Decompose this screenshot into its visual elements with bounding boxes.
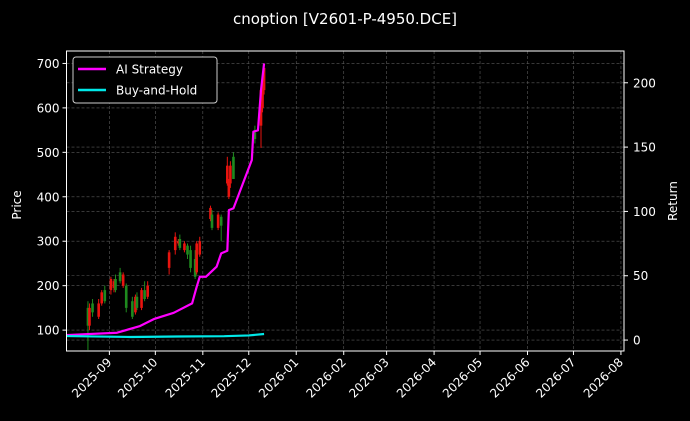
candle-body <box>114 279 117 291</box>
y-tick-label-left: 200 <box>37 279 60 293</box>
candle-body <box>198 241 202 255</box>
candle-body <box>262 67 266 91</box>
candle-body <box>97 303 100 317</box>
candle-body <box>216 214 220 228</box>
candle-body <box>186 245 189 255</box>
plot-frame <box>66 50 625 352</box>
candle-body <box>177 241 180 244</box>
series-lines <box>66 63 266 339</box>
y-tick-label-right: 100 <box>633 205 656 219</box>
candle-body <box>103 290 107 302</box>
candles <box>86 63 266 351</box>
candle-body <box>173 236 177 251</box>
candle-body <box>226 165 229 184</box>
candle-body <box>189 250 192 268</box>
candle-body <box>124 285 128 308</box>
candle-body <box>259 90 263 126</box>
legend: AI Strategy Buy-and-Hold <box>72 56 218 104</box>
y-axis-left: 100 200 300 400 500 600 700 <box>37 57 67 338</box>
candle-body <box>100 292 104 304</box>
y-tick-label-left: 400 <box>37 190 60 204</box>
candle-body <box>109 279 113 291</box>
candle-body <box>253 132 257 139</box>
legend-label-ai-strategy: AI Strategy <box>116 63 183 77</box>
y-tick-label-left: 500 <box>37 146 60 160</box>
y-axis-right-label: Return <box>666 181 680 221</box>
candle-body <box>140 290 143 308</box>
candle-body <box>227 183 231 197</box>
candle-body <box>112 281 116 288</box>
candle-body <box>210 214 214 228</box>
y-tick-label-right: 150 <box>633 141 656 155</box>
candle-body <box>209 207 212 219</box>
y-tick-label-right: 0 <box>633 334 641 348</box>
y-axis-right: 0 50 100 150 200 <box>624 76 656 348</box>
y-axis-left-label: Price <box>10 190 24 219</box>
y-tick-label-left: 600 <box>37 101 60 115</box>
candle-body <box>229 165 232 184</box>
y-tick-label-right: 200 <box>633 76 656 90</box>
legend-box <box>72 56 218 104</box>
line-buy-and-hold <box>66 332 265 339</box>
legend-label-buy-and-hold: Buy-and-Hold <box>116 84 197 98</box>
candle-body <box>134 296 137 313</box>
y-tick-label-right: 50 <box>633 269 648 283</box>
chart-title: cnoption [V2601-P-4950.DCE] <box>233 10 457 28</box>
candle-body <box>195 243 198 273</box>
candle-body <box>183 243 186 251</box>
line-ai-strategy <box>66 63 266 337</box>
candle-body <box>261 81 264 108</box>
candle-body <box>121 274 125 286</box>
candle-body <box>131 301 134 317</box>
candle-body <box>232 156 235 179</box>
candle-body <box>167 252 171 268</box>
candle-body <box>86 307 90 326</box>
candle-body <box>135 296 139 308</box>
candle-body <box>219 216 223 226</box>
candle-body <box>88 307 91 326</box>
y-tick-label-left: 700 <box>37 57 60 71</box>
candle-body <box>146 285 149 297</box>
candle-body <box>193 259 197 277</box>
candle-body <box>143 290 146 299</box>
y-tick-label-left: 300 <box>37 235 60 249</box>
candle-body <box>118 272 122 282</box>
candle-body <box>91 303 94 313</box>
y-tick-label-left: 100 <box>37 324 60 338</box>
candle-body <box>178 239 182 248</box>
